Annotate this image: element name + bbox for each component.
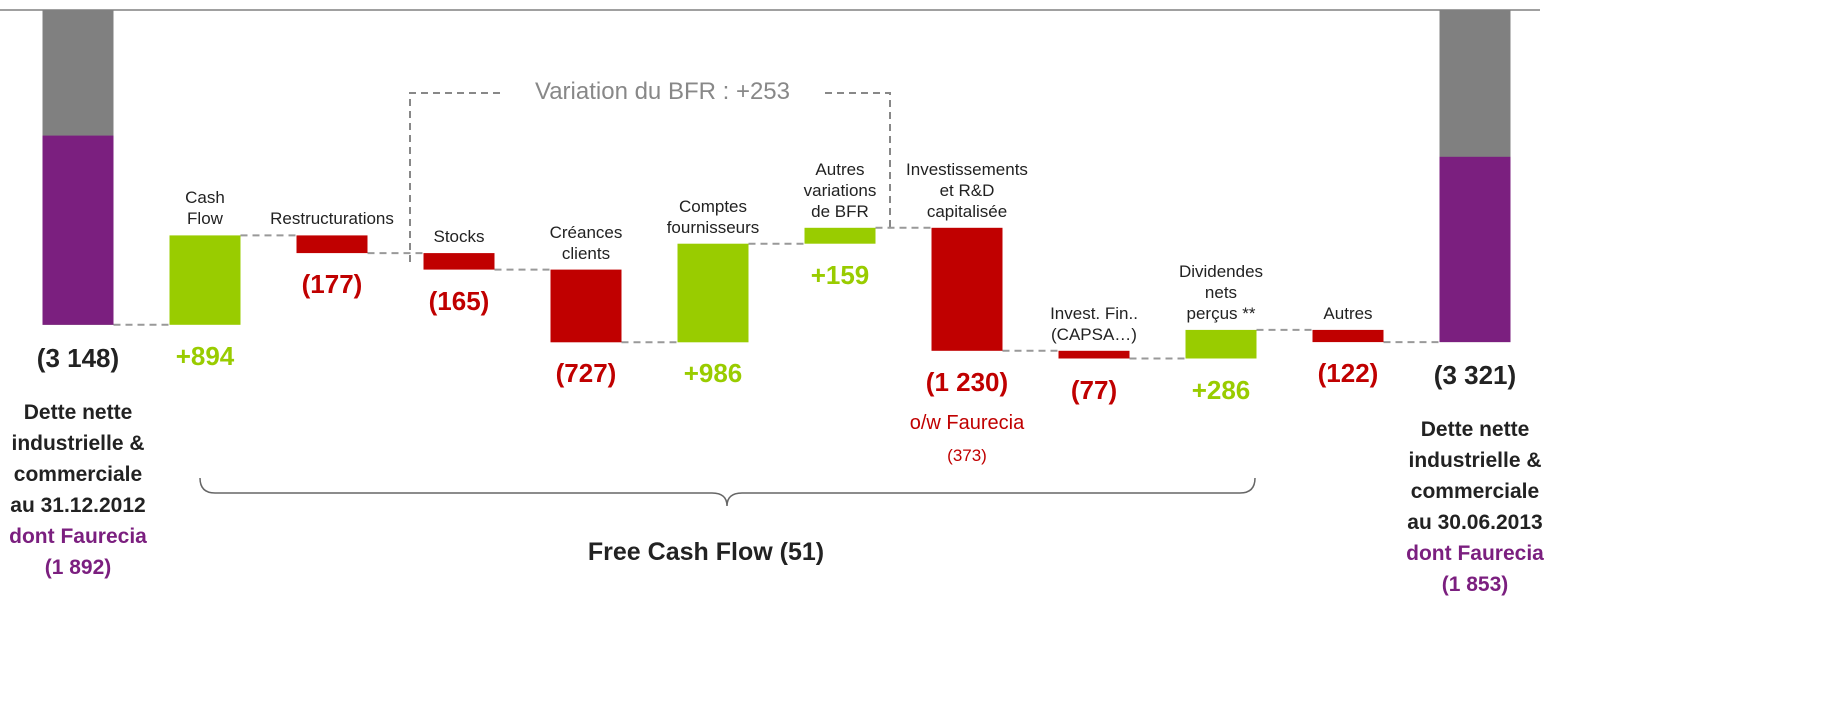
bar (550, 269, 622, 343)
bar (1312, 329, 1384, 343)
value-label: (1 230) (925, 366, 1009, 397)
total-description: Dette nette industrielle & commerciale a… (10, 400, 146, 517)
bfr-label: Variation du BFR : +253 (534, 78, 791, 105)
value-label: (165) (428, 285, 490, 316)
bar (804, 227, 876, 244)
category-label: Autres variations de BFR (803, 159, 877, 221)
total-value-label: (3 148) (36, 342, 120, 373)
value-label: (727) (555, 358, 617, 389)
bar (1185, 329, 1257, 359)
bar (931, 227, 1003, 351)
total-description: Dette nette industrielle & commerciale a… (1407, 418, 1543, 535)
category-label: Dividendes nets perçus ** (1178, 261, 1264, 323)
category-label: Cash Flow (185, 188, 225, 229)
fcf-brace (199, 477, 1256, 507)
note-label: (373) (947, 445, 987, 465)
bar (296, 235, 368, 254)
bfr-bracket (409, 92, 891, 262)
sub-name: dont Faurecia (1406, 542, 1544, 566)
bar (169, 235, 241, 325)
sub-name: dont Faurecia (9, 524, 147, 548)
category-label: Invest. Fin.. (CAPSA…) (1050, 303, 1138, 344)
value-label: +286 (1191, 374, 1251, 405)
value-label: (77) (1070, 374, 1118, 405)
note-text: o/w Faurecia (909, 411, 1025, 434)
value-label: +986 (683, 358, 743, 389)
sub-label: (1 892) (44, 555, 112, 579)
sub-label: (1 853) (1441, 573, 1509, 597)
sub-bar (1439, 156, 1511, 343)
category-label: Comptes fournisseurs (666, 196, 760, 237)
category-label: Autres (1323, 303, 1373, 323)
bar (423, 253, 495, 270)
fcf-label: Free Cash Flow (51) (587, 538, 825, 566)
bar (677, 243, 749, 343)
category-label: Créances clients (549, 222, 623, 263)
category-label: Stocks (433, 227, 485, 247)
value-label: +894 (175, 340, 235, 371)
value-label: (177) (301, 269, 363, 300)
category-label: Restructurations (270, 209, 394, 229)
bar (1058, 350, 1130, 359)
sub-bar (42, 135, 114, 325)
total-value-label: (3 321) (1433, 360, 1517, 391)
category-label: Investissements et R&D capitalisée (906, 159, 1028, 221)
value-label: (122) (1317, 358, 1379, 389)
value-label: +159 (810, 259, 870, 290)
